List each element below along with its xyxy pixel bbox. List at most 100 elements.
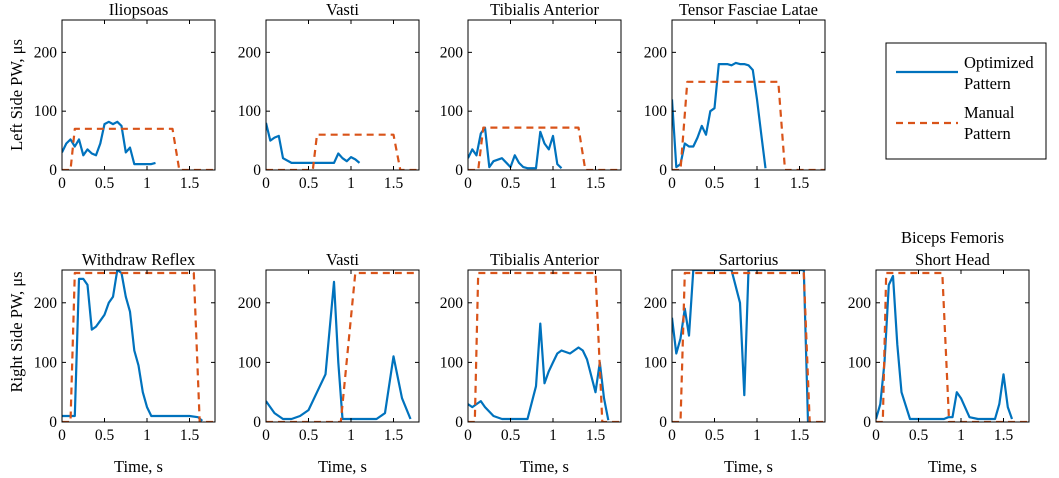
x-tick-label: 1.5 <box>586 175 606 192</box>
axes-box <box>265 19 420 171</box>
x-tick-label: 0.5 <box>299 175 319 192</box>
x-tick-label: 1.5 <box>790 427 810 444</box>
series-line-optimized <box>468 126 563 170</box>
y-tick-label: 200 <box>238 295 262 312</box>
x-tick-label: 0 <box>464 427 472 444</box>
panel-title: Iliopsoas <box>109 0 169 19</box>
x-axis-label: Time, s <box>724 457 773 476</box>
panel-8: Sartorius 0 0.5 1 1.5 0 100 200 Time, s <box>644 250 826 476</box>
axes-box <box>875 269 1030 423</box>
axes-box <box>467 19 622 171</box>
y-tick-label: 0 <box>253 414 261 431</box>
x-tick-label: 0.5 <box>501 427 521 444</box>
x-tick-label: 1.5 <box>180 175 200 192</box>
x-tick-label: 1 <box>347 175 355 192</box>
series-line-optimized <box>672 270 810 422</box>
x-tick-label: 1 <box>347 427 355 444</box>
y-tick-label: 0 <box>253 162 261 179</box>
x-tick-label: 0 <box>262 175 270 192</box>
y-tick-label: 100 <box>238 103 262 120</box>
series-line-optimized <box>266 280 412 421</box>
axes-box <box>671 19 826 171</box>
x-tick-label: 1 <box>957 427 965 444</box>
x-tick-label: 0.5 <box>95 427 115 444</box>
x-tick-label: 0.5 <box>95 175 115 192</box>
y-tick-label: 100 <box>238 354 262 371</box>
y-tick-label: 0 <box>659 414 667 431</box>
series-line-manual <box>266 133 419 170</box>
panel-title: Sartorius <box>719 250 779 269</box>
x-tick-label: 0 <box>464 175 472 192</box>
y-tick-label: 100 <box>644 103 668 120</box>
x-axis-label: Time, s <box>928 457 977 476</box>
y-tick-label: 0 <box>659 162 667 179</box>
legend-label-optimized-line2: Pattern <box>964 74 1011 93</box>
x-tick-label: 1 <box>143 427 151 444</box>
x-axis-label: Time, s <box>318 457 367 476</box>
axes-box <box>61 269 216 423</box>
panel-6: Vasti 0 0.5 1 1.5 0 100 200 Time, s <box>238 250 420 476</box>
x-tick-label: 0.5 <box>705 427 725 444</box>
x-tick-label: 1.5 <box>586 427 606 444</box>
series-line-manual <box>62 127 215 170</box>
series-line-optimized <box>876 274 1014 421</box>
x-tick-label: 1 <box>549 427 557 444</box>
x-tick-label: 1 <box>753 427 761 444</box>
x-tick-label: 1.5 <box>384 175 404 192</box>
y-tick-label: 0 <box>455 414 463 431</box>
panel-5: Withdraw Reflex 0 0.5 1 1.5 0 100 200 Time, s <box>34 250 216 476</box>
series-line-manual <box>62 271 215 422</box>
y-tick-label: 100 <box>644 354 668 371</box>
legend-label-manual-line2: Pattern <box>964 124 1011 143</box>
panel-title: Tibialis Anterior <box>490 250 599 269</box>
y-tick-label: 0 <box>49 414 57 431</box>
panel-4: Tensor Fasciae Latae 0 0.5 1 1.5 0 100 200 <box>644 0 826 192</box>
y-tick-label: 0 <box>49 162 57 179</box>
panel-3: Tibialis Anterior 0 0.5 1 1.5 0 100 200 <box>440 0 622 192</box>
y-tick-label: 100 <box>848 354 872 371</box>
series-line-optimized <box>62 270 204 422</box>
series-line-manual <box>876 271 1029 422</box>
x-tick-label: 1.5 <box>790 175 810 192</box>
panel-9: Biceps Femoris Short Head 0 0.5 1 1.5 0 100 200 T… <box>848 228 1030 476</box>
series-line-manual <box>468 271 621 422</box>
panel-title: Tibialis Anterior <box>490 0 599 19</box>
x-tick-label: 1.5 <box>384 427 404 444</box>
y-tick-label: 0 <box>863 414 871 431</box>
series-line-manual <box>266 271 419 422</box>
x-tick-label: 0.5 <box>705 175 725 192</box>
series-line-optimized <box>468 322 610 421</box>
y-tick-label: 200 <box>848 295 872 312</box>
x-tick-label: 0 <box>668 427 676 444</box>
x-tick-label: 1 <box>143 175 151 192</box>
series-line-optimized <box>672 61 767 169</box>
x-tick-label: 0 <box>58 427 66 444</box>
y-tick-label: 200 <box>34 44 58 61</box>
x-tick-label: 0 <box>58 175 66 192</box>
y-tick-label: 200 <box>34 295 58 312</box>
y-tick-label: 200 <box>440 295 464 312</box>
x-tick-label: 1 <box>753 175 761 192</box>
x-tick-label: 0.5 <box>299 427 319 444</box>
y-tick-label: 200 <box>644 295 668 312</box>
axes-box <box>671 269 826 423</box>
panel-title: Withdraw Reflex <box>82 250 196 269</box>
y-axis-label-right: Right Side PW, μs <box>7 271 26 392</box>
x-tick-label: 0.5 <box>501 175 521 192</box>
y-tick-label: 100 <box>440 354 464 371</box>
x-tick-label: 1 <box>549 175 557 192</box>
x-tick-label: 1.5 <box>180 427 200 444</box>
panel-title: Vasti <box>326 250 359 269</box>
y-tick-label: 100 <box>34 354 58 371</box>
y-tick-label: 0 <box>455 162 463 179</box>
series-line-optimized <box>266 122 361 164</box>
series-line-manual <box>672 80 825 170</box>
series-line-manual <box>672 271 825 422</box>
legend-box <box>885 42 1047 160</box>
y-axis-label-left: Left Side PW, μs <box>7 39 26 151</box>
y-tick-label: 100 <box>440 103 464 120</box>
x-axis-label: Time, s <box>114 457 163 476</box>
series-line-manual <box>468 126 621 170</box>
axes-box <box>467 269 622 423</box>
